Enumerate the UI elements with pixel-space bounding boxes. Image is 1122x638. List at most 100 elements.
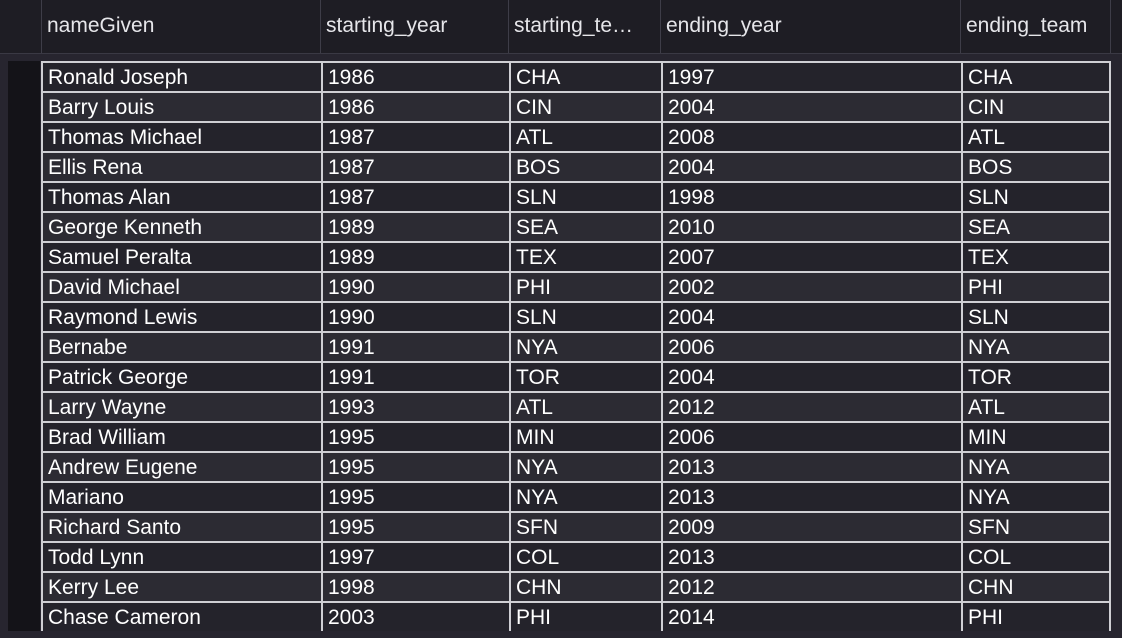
table-cell[interactable]: 2007 (661, 241, 961, 271)
table-cell[interactable]: 1986 (321, 61, 509, 91)
row-selector[interactable] (8, 91, 40, 121)
table-cell[interactable]: 2014 (661, 601, 961, 631)
table-cell[interactable]: 2013 (661, 541, 961, 571)
table-cell[interactable]: NYA (961, 481, 1111, 511)
table-cell[interactable]: 1987 (321, 121, 509, 151)
table-cell[interactable]: 1993 (321, 391, 509, 421)
table-cell[interactable]: Thomas Alan (41, 181, 321, 211)
table-cell[interactable]: BOS (961, 151, 1111, 181)
table-cell[interactable]: TOR (961, 361, 1111, 391)
table-cell[interactable]: Andrew Eugene (41, 451, 321, 481)
row-selector[interactable] (8, 451, 40, 481)
table-cell[interactable]: COL (509, 541, 661, 571)
table-row[interactable]: George Kenneth 1989 SEA 2010 SEA (0, 211, 1122, 241)
table-cell[interactable]: NYA (509, 451, 661, 481)
row-selector[interactable] (8, 481, 40, 511)
row-selector[interactable] (8, 571, 40, 601)
table-cell[interactable]: SEA (961, 211, 1111, 241)
table-cell[interactable]: 1995 (321, 451, 509, 481)
table-cell[interactable]: 1987 (321, 181, 509, 211)
table-cell[interactable]: Kerry Lee (41, 571, 321, 601)
table-cell[interactable]: Richard Santo (41, 511, 321, 541)
table-row[interactable]: Patrick George 1991 TOR 2004 TOR (0, 361, 1122, 391)
table-cell[interactable]: 1987 (321, 151, 509, 181)
table-cell[interactable]: SFN (961, 511, 1111, 541)
table-cell[interactable]: ATL (961, 391, 1111, 421)
table-cell[interactable]: Todd Lynn (41, 541, 321, 571)
table-cell[interactable]: PHI (509, 271, 661, 301)
table-cell[interactable]: Larry Wayne (41, 391, 321, 421)
row-selector[interactable] (8, 241, 40, 271)
row-selector[interactable] (8, 121, 40, 151)
table-cell[interactable]: PHI (961, 271, 1111, 301)
table-row[interactable]: Kerry Lee 1998 CHN 2012 CHN (0, 571, 1122, 601)
table-cell[interactable]: SFN (509, 511, 661, 541)
table-cell[interactable]: 1997 (321, 541, 509, 571)
table-cell[interactable]: 2008 (661, 121, 961, 151)
column-header-1[interactable]: starting_year (321, 0, 509, 53)
table-cell[interactable]: David Michael (41, 271, 321, 301)
table-cell[interactable]: Patrick George (41, 361, 321, 391)
table-cell[interactable]: 2006 (661, 421, 961, 451)
table-cell[interactable]: 1986 (321, 91, 509, 121)
table-cell[interactable]: NYA (961, 331, 1111, 361)
table-cell[interactable]: TOR (509, 361, 661, 391)
table-cell[interactable]: NYA (509, 481, 661, 511)
table-cell[interactable]: PHI (509, 601, 661, 631)
row-selector[interactable] (8, 541, 40, 571)
table-cell[interactable]: SLN (509, 301, 661, 331)
table-cell[interactable]: 1991 (321, 361, 509, 391)
table-cell[interactable]: 2003 (321, 601, 509, 631)
table-cell[interactable]: 1995 (321, 511, 509, 541)
table-cell[interactable]: Thomas Michael (41, 121, 321, 151)
table-cell[interactable]: Mariano (41, 481, 321, 511)
table-cell[interactable]: 2012 (661, 571, 961, 601)
row-selector[interactable] (8, 511, 40, 541)
table-cell[interactable]: 2004 (661, 361, 961, 391)
table-cell[interactable]: 2013 (661, 451, 961, 481)
table-cell[interactable]: 2002 (661, 271, 961, 301)
table-cell[interactable]: 2006 (661, 331, 961, 361)
table-cell[interactable]: CHA (961, 61, 1111, 91)
table-cell[interactable]: CIN (509, 91, 661, 121)
table-cell[interactable]: ATL (961, 121, 1111, 151)
table-cell[interactable]: Samuel Peralta (41, 241, 321, 271)
table-cell[interactable]: COL (961, 541, 1111, 571)
table-cell[interactable]: 2009 (661, 511, 961, 541)
table-row[interactable]: Bernabe 1991 NYA 2006 NYA (0, 331, 1122, 361)
table-cell[interactable]: NYA (509, 331, 661, 361)
table-cell[interactable]: 1989 (321, 211, 509, 241)
row-selector[interactable] (8, 151, 40, 181)
table-cell[interactable]: 1990 (321, 271, 509, 301)
table-cell[interactable]: CIN (961, 91, 1111, 121)
table-cell[interactable]: BOS (509, 151, 661, 181)
table-cell[interactable]: 2012 (661, 391, 961, 421)
table-row[interactable]: Larry Wayne 1993 ATL 2012 ATL (0, 391, 1122, 421)
table-row[interactable]: Thomas Michael 1987 ATL 2008 ATL (0, 121, 1122, 151)
column-header-3[interactable]: ending_year (661, 0, 961, 53)
table-cell[interactable]: Ellis Rena (41, 151, 321, 181)
table-cell[interactable]: 1998 (321, 571, 509, 601)
row-selector[interactable] (8, 301, 40, 331)
table-row[interactable]: Brad William 1995 MIN 2006 MIN (0, 421, 1122, 451)
table-cell[interactable]: Raymond Lewis (41, 301, 321, 331)
table-cell[interactable]: 1998 (661, 181, 961, 211)
table-row[interactable]: David Michael 1990 PHI 2002 PHI (0, 271, 1122, 301)
table-cell[interactable]: Chase Cameron (41, 601, 321, 631)
row-selector[interactable] (8, 181, 40, 211)
table-cell[interactable]: 1991 (321, 331, 509, 361)
table-cell[interactable]: 1997 (661, 61, 961, 91)
table-cell[interactable]: 2004 (661, 91, 961, 121)
table-cell[interactable]: 1995 (321, 481, 509, 511)
table-cell[interactable]: ATL (509, 121, 661, 151)
table-cell[interactable]: CHA (509, 61, 661, 91)
table-cell[interactable]: Bernabe (41, 331, 321, 361)
table-cell[interactable]: ATL (509, 391, 661, 421)
table-row[interactable]: Ellis Rena 1987 BOS 2004 BOS (0, 151, 1122, 181)
table-cell[interactable]: 2004 (661, 151, 961, 181)
row-selector[interactable] (8, 211, 40, 241)
table-cell[interactable]: 2010 (661, 211, 961, 241)
row-selector[interactable] (8, 61, 40, 91)
table-cell[interactable]: NYA (961, 451, 1111, 481)
table-cell[interactable]: Ronald Joseph (41, 61, 321, 91)
